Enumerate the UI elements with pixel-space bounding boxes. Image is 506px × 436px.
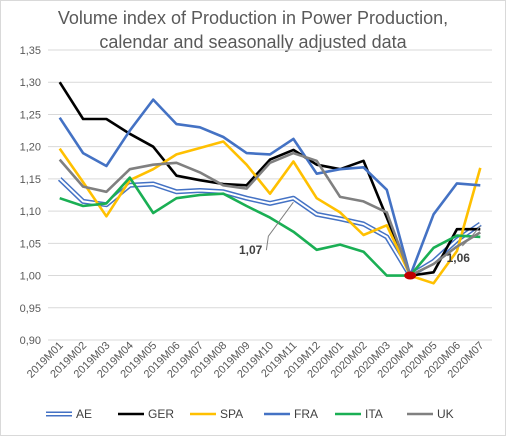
annotation-label: 1,07 (239, 243, 263, 257)
y-tick-label: 1,10 (20, 206, 41, 218)
y-tick-label: 0,95 (20, 303, 41, 315)
y-tick-label: 1,20 (20, 142, 41, 154)
annotation-leader (461, 225, 481, 247)
chart-title-line-2: calendar and seasonally adjusted data (99, 32, 407, 52)
series-line-fra (58, 98, 481, 277)
y-tick-label: 1,35 (20, 45, 41, 57)
gridlines (48, 49, 492, 341)
legend-label-fra: FRA (294, 407, 318, 421)
y-axis: 0,90 0,95 1,00 1,05 1,10 1,15 1,20 1,25 1,30 1,35 (20, 45, 41, 347)
y-tick-label: 1,15 (20, 174, 41, 186)
x-axis: 2019M012019M022019M032019M042019M052019M… (25, 340, 487, 381)
legend-label-ae: AE (76, 407, 92, 421)
base-point-marker (404, 271, 417, 280)
legend-label-ita: ITA (365, 407, 383, 421)
annotations: 1,07 1,06 (239, 201, 481, 265)
y-tick-label: 1,00 (20, 271, 41, 283)
y-tick-label: 1,30 (20, 77, 41, 89)
legend-label-ger: GER (148, 407, 174, 421)
annotation-label: 1,06 (447, 251, 471, 265)
annotation-leader (265, 201, 294, 251)
legend-label-spa: SPA (220, 407, 243, 421)
series-lines (57, 81, 482, 285)
chart-title: Volume index of Production in Power Prod… (0, 6, 506, 54)
legend-label-uk: UK (437, 407, 454, 421)
y-tick-label: 1,25 (20, 109, 41, 121)
legend: AE GER SPA FRA ITA UK (46, 407, 454, 421)
y-tick-label: 1,05 (20, 238, 41, 250)
chart-title-line-1: Volume index of Production in Power Prod… (57, 8, 449, 28)
y-tick-label: 0,90 (20, 335, 41, 347)
